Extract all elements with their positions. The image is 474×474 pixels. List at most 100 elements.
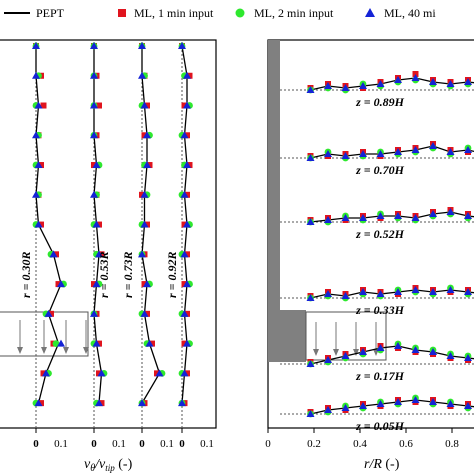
profile-0-label: r = 0.30R: [19, 251, 33, 298]
profile-0-ml_40min-point: [34, 161, 43, 169]
profile-3-ml_1min-point: [181, 340, 188, 347]
profile-3-ml_1min-point: [186, 162, 193, 169]
profile-1-ml_40min-point: [97, 369, 106, 377]
level-0-label: z = 0.89H: [355, 95, 405, 109]
level-5: z = 0.05H: [280, 394, 474, 433]
profile-3-ml_1min-point: [184, 251, 190, 258]
profile-2-ml_1min-point: [144, 102, 150, 109]
profile-2-ml_40min-point: [140, 101, 149, 109]
profile-3-ml_1min-point: [184, 370, 190, 377]
level-0-ml_40min-point: [411, 74, 420, 81]
profile-1: 0 0.1 r = 0.53R: [90, 42, 126, 450]
profile-2-ml_1min-point: [146, 162, 153, 169]
level-4-ml_40min-point: [359, 348, 367, 355]
profile-1-ml_1min-point: [91, 281, 97, 288]
profile-1-ml_40min-point: [90, 101, 98, 109]
level-1-ml_40min-point: [376, 150, 385, 157]
level-4-ml_40min-point: [446, 352, 455, 359]
profile-3-ml_40min-point: [180, 190, 189, 198]
left-arrowhead-1: [41, 347, 47, 354]
level-4-ml_40min-point: [394, 342, 402, 349]
left-arrowhead-3: [83, 347, 89, 354]
right-tick-label-4: 0.8: [445, 438, 459, 450]
level-2-ml_40min-point: [464, 212, 472, 219]
profile-1-ml_40min-point: [95, 399, 103, 407]
right-tick-label-1: 0.2: [307, 438, 321, 450]
profile-1-ml_40min-point: [90, 131, 98, 139]
level-1-ml_40min-point: [429, 142, 437, 149]
profile-0-ml_1min-point: [38, 221, 44, 228]
profile-0-ml_40min-point: [32, 190, 40, 198]
profile-0-ml_40min-point: [32, 131, 40, 139]
left-x-axis-label: vθ/vtip (-): [84, 457, 133, 474]
right-x-ticks: 0 0.2 0.4 0.6 0.8: [265, 428, 459, 450]
profile-1-ml_40min-point: [90, 42, 98, 49]
profile-3-ml_40min-point: [183, 339, 191, 347]
level-2-ml_40min-point: [411, 214, 420, 221]
profile-1-ml_40min-point: [90, 190, 98, 198]
level-5-ml_40min-point: [341, 404, 350, 411]
profile-2-ml_40min-point: [145, 339, 154, 347]
level-5-ml_40min-point: [394, 398, 402, 405]
legend-label-ml-1min: ML, 1 min input: [134, 6, 214, 20]
profile-3-ml_1min-point: [181, 221, 188, 228]
level-5-ml_40min-point: [464, 402, 472, 409]
profile-2-ml_1min-point: [154, 370, 160, 377]
left-arrowhead-2: [63, 347, 69, 354]
profile-1-ml_40min-point: [92, 280, 101, 288]
level-5-ml_40min-point: [359, 402, 367, 409]
level-3-ml_40min-point: [341, 292, 350, 299]
profile-1-ml_40min-point: [92, 220, 101, 228]
level-4-ml_40min-point: [376, 344, 385, 351]
legend-label-ml-2min: ML, 2 min input: [254, 6, 334, 20]
profile-0-ml_1min-point: [48, 310, 54, 317]
profile-2-ml_1min-point: [149, 340, 155, 347]
level-2-ml_40min-point: [341, 214, 350, 221]
profile-3-ml_1min-point: [184, 310, 190, 317]
left-impeller-box: [0, 311, 89, 357]
profile-0-ml_1min-point: [38, 400, 44, 407]
profile-0-ml_1min-point: [40, 370, 47, 377]
profile-2-ml_40min-point: [143, 161, 151, 169]
level-3-ml_40min-point: [359, 288, 367, 295]
level-0-ml_40min-point: [306, 86, 315, 93]
level-2-ml_40min-point: [324, 216, 332, 223]
profile-0-ml_40min-point: [34, 220, 43, 228]
profile-3-ml_1min-point: [181, 102, 188, 109]
right-impeller-hub: [268, 310, 306, 362]
right-tick-label-3: 0.6: [399, 438, 413, 450]
profile-3-ml_1min-point: [186, 72, 193, 79]
legend-label-pept: PEPT: [36, 6, 65, 20]
level-0-ml_40min-point: [359, 82, 367, 89]
level-1: z = 0.70H: [280, 141, 474, 177]
profile-2-ml_40min-point: [138, 399, 146, 407]
right-panel: z = 0.89H z = 0.70H z = 0.52H z = 0.33H z = …: [265, 39, 474, 472]
level-2-ml_40min-point: [446, 208, 455, 215]
profile-2-ml_40min-point: [143, 280, 151, 288]
profile-2-ml_40min-point: [155, 369, 164, 377]
level-1-ml_40min-point: [306, 154, 315, 161]
level-0: z = 0.89H: [280, 71, 474, 109]
level-4-ml_40min-point: [324, 356, 332, 363]
level-2-ml_40min-point: [376, 212, 385, 219]
profile-3-ml_1min-point: [184, 191, 190, 198]
level-0-ml_40min-point: [394, 76, 402, 83]
level-1-ml_40min-point: [359, 150, 367, 157]
profile-3-ml_40min-point: [180, 309, 189, 317]
level-3-ml_40min-point: [376, 290, 385, 297]
legend-label-ml-40min: ML, 40 mi: [384, 6, 436, 20]
profile-2-ml_40min-point: [138, 71, 146, 79]
right-profiles: z = 0.89H z = 0.70H z = 0.52H z = 0.33H z = …: [280, 71, 474, 433]
profile-0-ml_40min-point: [32, 42, 40, 49]
profile-1-ml_1min-point: [96, 340, 102, 347]
right-shaft: [268, 40, 280, 362]
profile-3-ml_40min-point: [180, 131, 189, 139]
level-3-ml_40min-point: [411, 286, 420, 293]
level-4-ml_40min-point: [464, 354, 472, 361]
right-arrowhead-2: [353, 349, 359, 356]
level-0-ml_40min-point: [341, 84, 350, 91]
profile-0: 0 0.1 r = 0.30R: [19, 42, 68, 450]
left-impeller-arrows: [17, 320, 89, 354]
